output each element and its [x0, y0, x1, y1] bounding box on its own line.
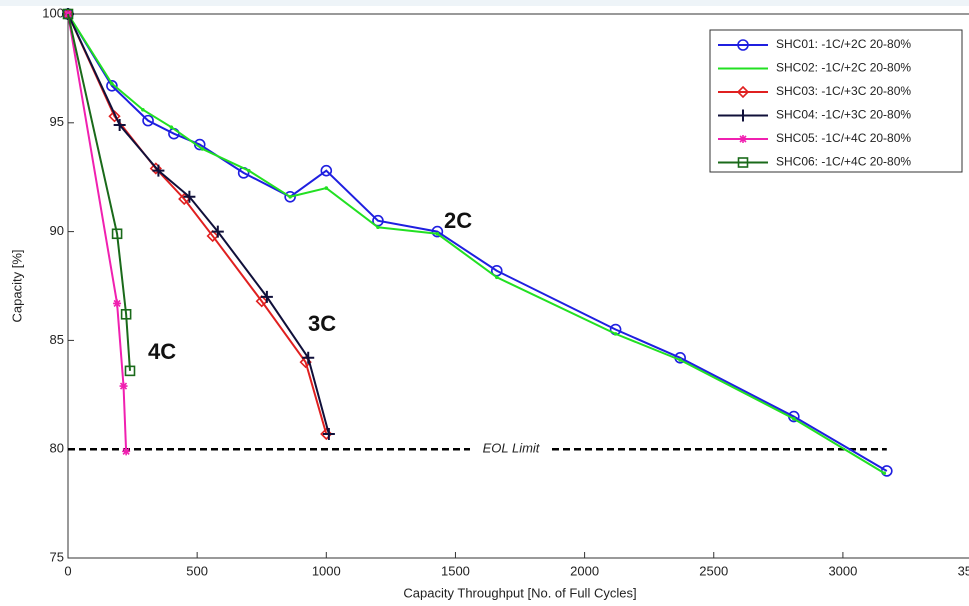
- marker: [792, 416, 796, 421]
- y-tick-label: 85: [50, 332, 64, 347]
- marker: [108, 110, 121, 123]
- legend-marker: [739, 135, 747, 143]
- y-axis-label: Capacity [%]: [9, 250, 24, 323]
- legend-label: SHC05: -1C/+4C 20-80%: [776, 131, 911, 145]
- series-line: [67, 13, 888, 472]
- legend-label: SHC02: -1C/+2C 20-80%: [776, 61, 911, 75]
- x-tick-label: 3500: [958, 563, 969, 578]
- x-tick-label: 0: [64, 563, 71, 578]
- legend-marker: [736, 85, 750, 99]
- top-strip: [0, 0, 969, 6]
- legend: SHC01: -1C/+2C 20-80% SHC02: -1C/+2C 20-8…: [709, 29, 963, 173]
- marker: [435, 231, 440, 236]
- eol-label: EOL Limit: [483, 441, 541, 456]
- y-tick-label: 95: [50, 114, 64, 129]
- x-tick-label: 1000: [312, 563, 341, 578]
- marker: [255, 295, 268, 308]
- x-tick-label: 500: [186, 563, 208, 578]
- legend-box: [709, 29, 963, 173]
- series-line: [67, 13, 128, 452]
- marker: [431, 225, 444, 238]
- x-tick-label: 2000: [570, 563, 599, 578]
- x-tick-label: 1500: [441, 563, 470, 578]
- marker: [260, 290, 273, 303]
- marker: [494, 275, 499, 280]
- series-group: [62, 8, 893, 477]
- x-tick-label: 2500: [699, 563, 728, 578]
- legend-label: SHC03: -1C/+3C 20-80%: [776, 84, 911, 98]
- marker: [183, 190, 196, 203]
- marker: [141, 107, 145, 112]
- series-line: [67, 13, 330, 435]
- x-axis-label: Capacity Throughput [No. of Full Cycles]: [403, 585, 636, 600]
- marker: [302, 351, 315, 364]
- marker: [288, 194, 292, 199]
- marker: [320, 164, 333, 177]
- marker: [211, 225, 224, 238]
- marker: [113, 299, 122, 308]
- legend-marker: [737, 109, 749, 122]
- marker: [882, 471, 887, 475]
- series-group: [66, 12, 887, 475]
- marker: [113, 118, 126, 131]
- annotation: 4C: [148, 339, 176, 364]
- marker: [119, 382, 128, 391]
- eol-label-bg: [470, 441, 552, 458]
- annotation: 3C: [308, 311, 336, 336]
- legend-label: SHC06: -1C/+4C 20-80%: [776, 155, 911, 169]
- marker: [324, 186, 329, 190]
- marker: [613, 332, 618, 336]
- marker: [678, 358, 682, 362]
- marker: [110, 81, 114, 86]
- y-tick-label: 75: [50, 549, 64, 564]
- legend-label: SHC01: -1C/+2C 20-80%: [776, 37, 911, 51]
- marker: [120, 308, 132, 320]
- marker: [284, 190, 296, 203]
- marker: [142, 114, 154, 127]
- marker: [247, 168, 251, 173]
- marker: [111, 228, 123, 240]
- marker: [62, 8, 74, 20]
- y-tick-label: 100: [42, 5, 64, 20]
- marker: [206, 229, 219, 243]
- x-tick-label: 3000: [828, 563, 857, 578]
- y-tick-label: 90: [50, 223, 64, 238]
- legend-marker: [737, 157, 749, 168]
- marker: [322, 427, 335, 440]
- marker: [152, 164, 165, 177]
- marker: [106, 80, 118, 92]
- marker: [200, 147, 205, 151]
- annotation: 2C: [444, 208, 472, 233]
- marker: [376, 225, 380, 230]
- legend-label: SHC04: -1C/+3C 20-80%: [776, 108, 911, 122]
- legend-marker: [737, 39, 749, 51]
- y-tick-label: 80: [50, 441, 64, 456]
- series-group: [62, 8, 136, 377]
- marker: [124, 365, 136, 377]
- marker: [169, 125, 174, 129]
- series-line: [67, 13, 131, 371]
- marker: [122, 447, 131, 456]
